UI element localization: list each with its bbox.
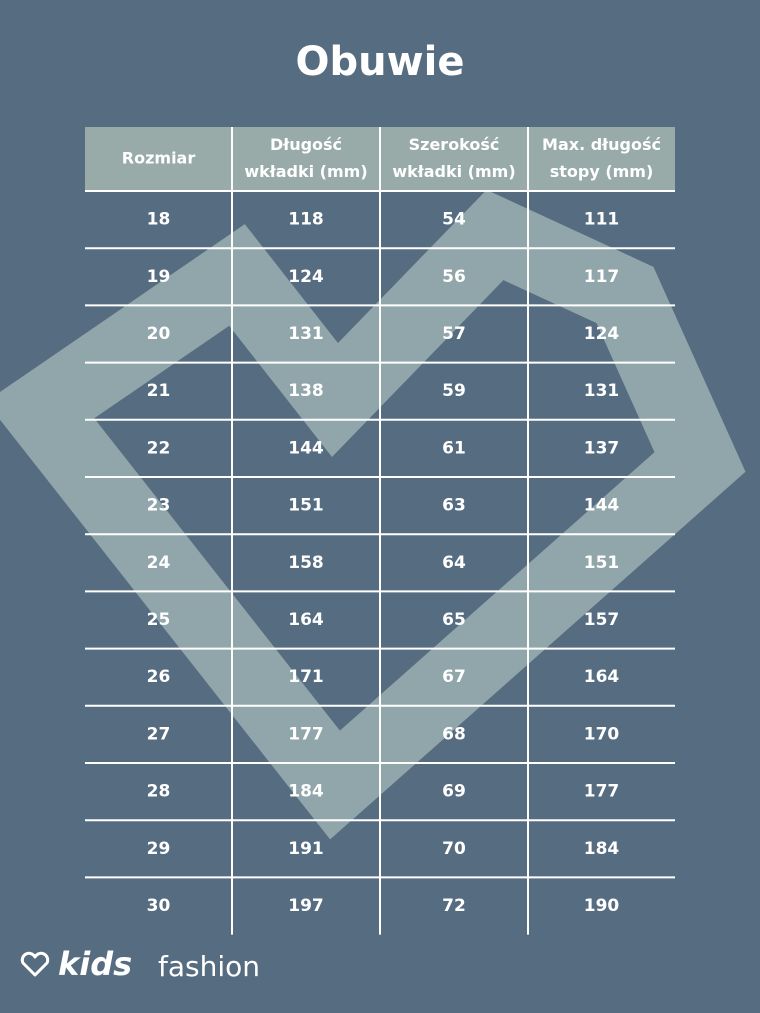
- title: Obuwie: [296, 39, 465, 85]
- table-cell: 137: [584, 438, 620, 458]
- table-cell: 164: [288, 610, 324, 630]
- table-cell: 26: [147, 667, 171, 687]
- header-cell: wkładki (mm): [392, 162, 515, 181]
- table-cell: 22: [147, 438, 171, 458]
- table-cell: 72: [442, 896, 466, 916]
- table-cell: 191: [288, 839, 324, 859]
- table-cell: 27: [147, 724, 171, 744]
- table-cell: 124: [584, 324, 620, 344]
- table-cell: 70: [442, 839, 466, 859]
- table-cell: 18: [147, 210, 171, 230]
- header-cell: stopy (mm): [550, 162, 654, 181]
- header-cell: Max. długość: [542, 135, 661, 154]
- table-cell: 197: [288, 896, 324, 916]
- table-cell: 25: [147, 610, 171, 630]
- table-cell: 131: [288, 324, 324, 344]
- table-cell: 59: [442, 381, 466, 401]
- table-cell: 67: [442, 667, 466, 687]
- table-cell: 56: [442, 267, 466, 287]
- table-cell: 29: [147, 839, 171, 859]
- table-cell: 190: [584, 896, 620, 916]
- table-cell: 177: [288, 724, 324, 744]
- brand-icon: [20, 951, 50, 977]
- watermark-heart: [0, 189, 746, 840]
- table-cell: 69: [442, 782, 466, 802]
- table-cell: 19: [147, 267, 171, 287]
- table-cell: 171: [288, 667, 324, 687]
- table-cell: 164: [584, 667, 620, 687]
- table-cell: 151: [288, 496, 324, 516]
- table-cell: 23: [147, 496, 171, 516]
- table: Rozmiar Długość wkładki (mm) Szerokość wkład…: [85, 127, 675, 935]
- header-cell: wkładki (mm): [244, 162, 367, 181]
- table-cell: 177: [584, 782, 620, 802]
- table-cell: 118: [288, 210, 324, 230]
- header-cell: Szerokość: [409, 135, 500, 154]
- header-cell: Rozmiar: [122, 149, 196, 168]
- table-cell: 144: [288, 438, 324, 458]
- table-cell: 65: [442, 610, 466, 630]
- table-cell: 117: [584, 267, 620, 287]
- table-cell: 54: [442, 210, 466, 230]
- table-cell: 24: [147, 553, 171, 573]
- table-cell: 184: [288, 782, 324, 802]
- table-cell: 28: [147, 782, 171, 802]
- brand-name: kids: [58, 945, 132, 983]
- table-cell: 61: [442, 438, 466, 458]
- table-cell: 64: [442, 553, 466, 573]
- table-cell: 57: [442, 324, 466, 344]
- table-cell: 30: [147, 896, 171, 916]
- table-cell: 151: [584, 553, 620, 573]
- table-cell: 158: [288, 553, 324, 573]
- table-cell: 157: [584, 610, 620, 630]
- table-cell: 68: [442, 724, 466, 744]
- table-cell: 138: [288, 381, 324, 401]
- table-cell: 131: [584, 381, 620, 401]
- header-cell: Długość: [270, 135, 342, 154]
- table-cell: 170: [584, 724, 620, 744]
- table-cell: 144: [584, 496, 620, 516]
- table-cell: 21: [147, 381, 171, 401]
- table-cell: 111: [584, 210, 620, 230]
- table-cell: 63: [442, 496, 466, 516]
- table-cell: 184: [584, 839, 620, 859]
- table-cell: 20: [147, 324, 171, 344]
- brand-suffix: fashion: [158, 950, 260, 983]
- table-cell: 124: [288, 267, 324, 287]
